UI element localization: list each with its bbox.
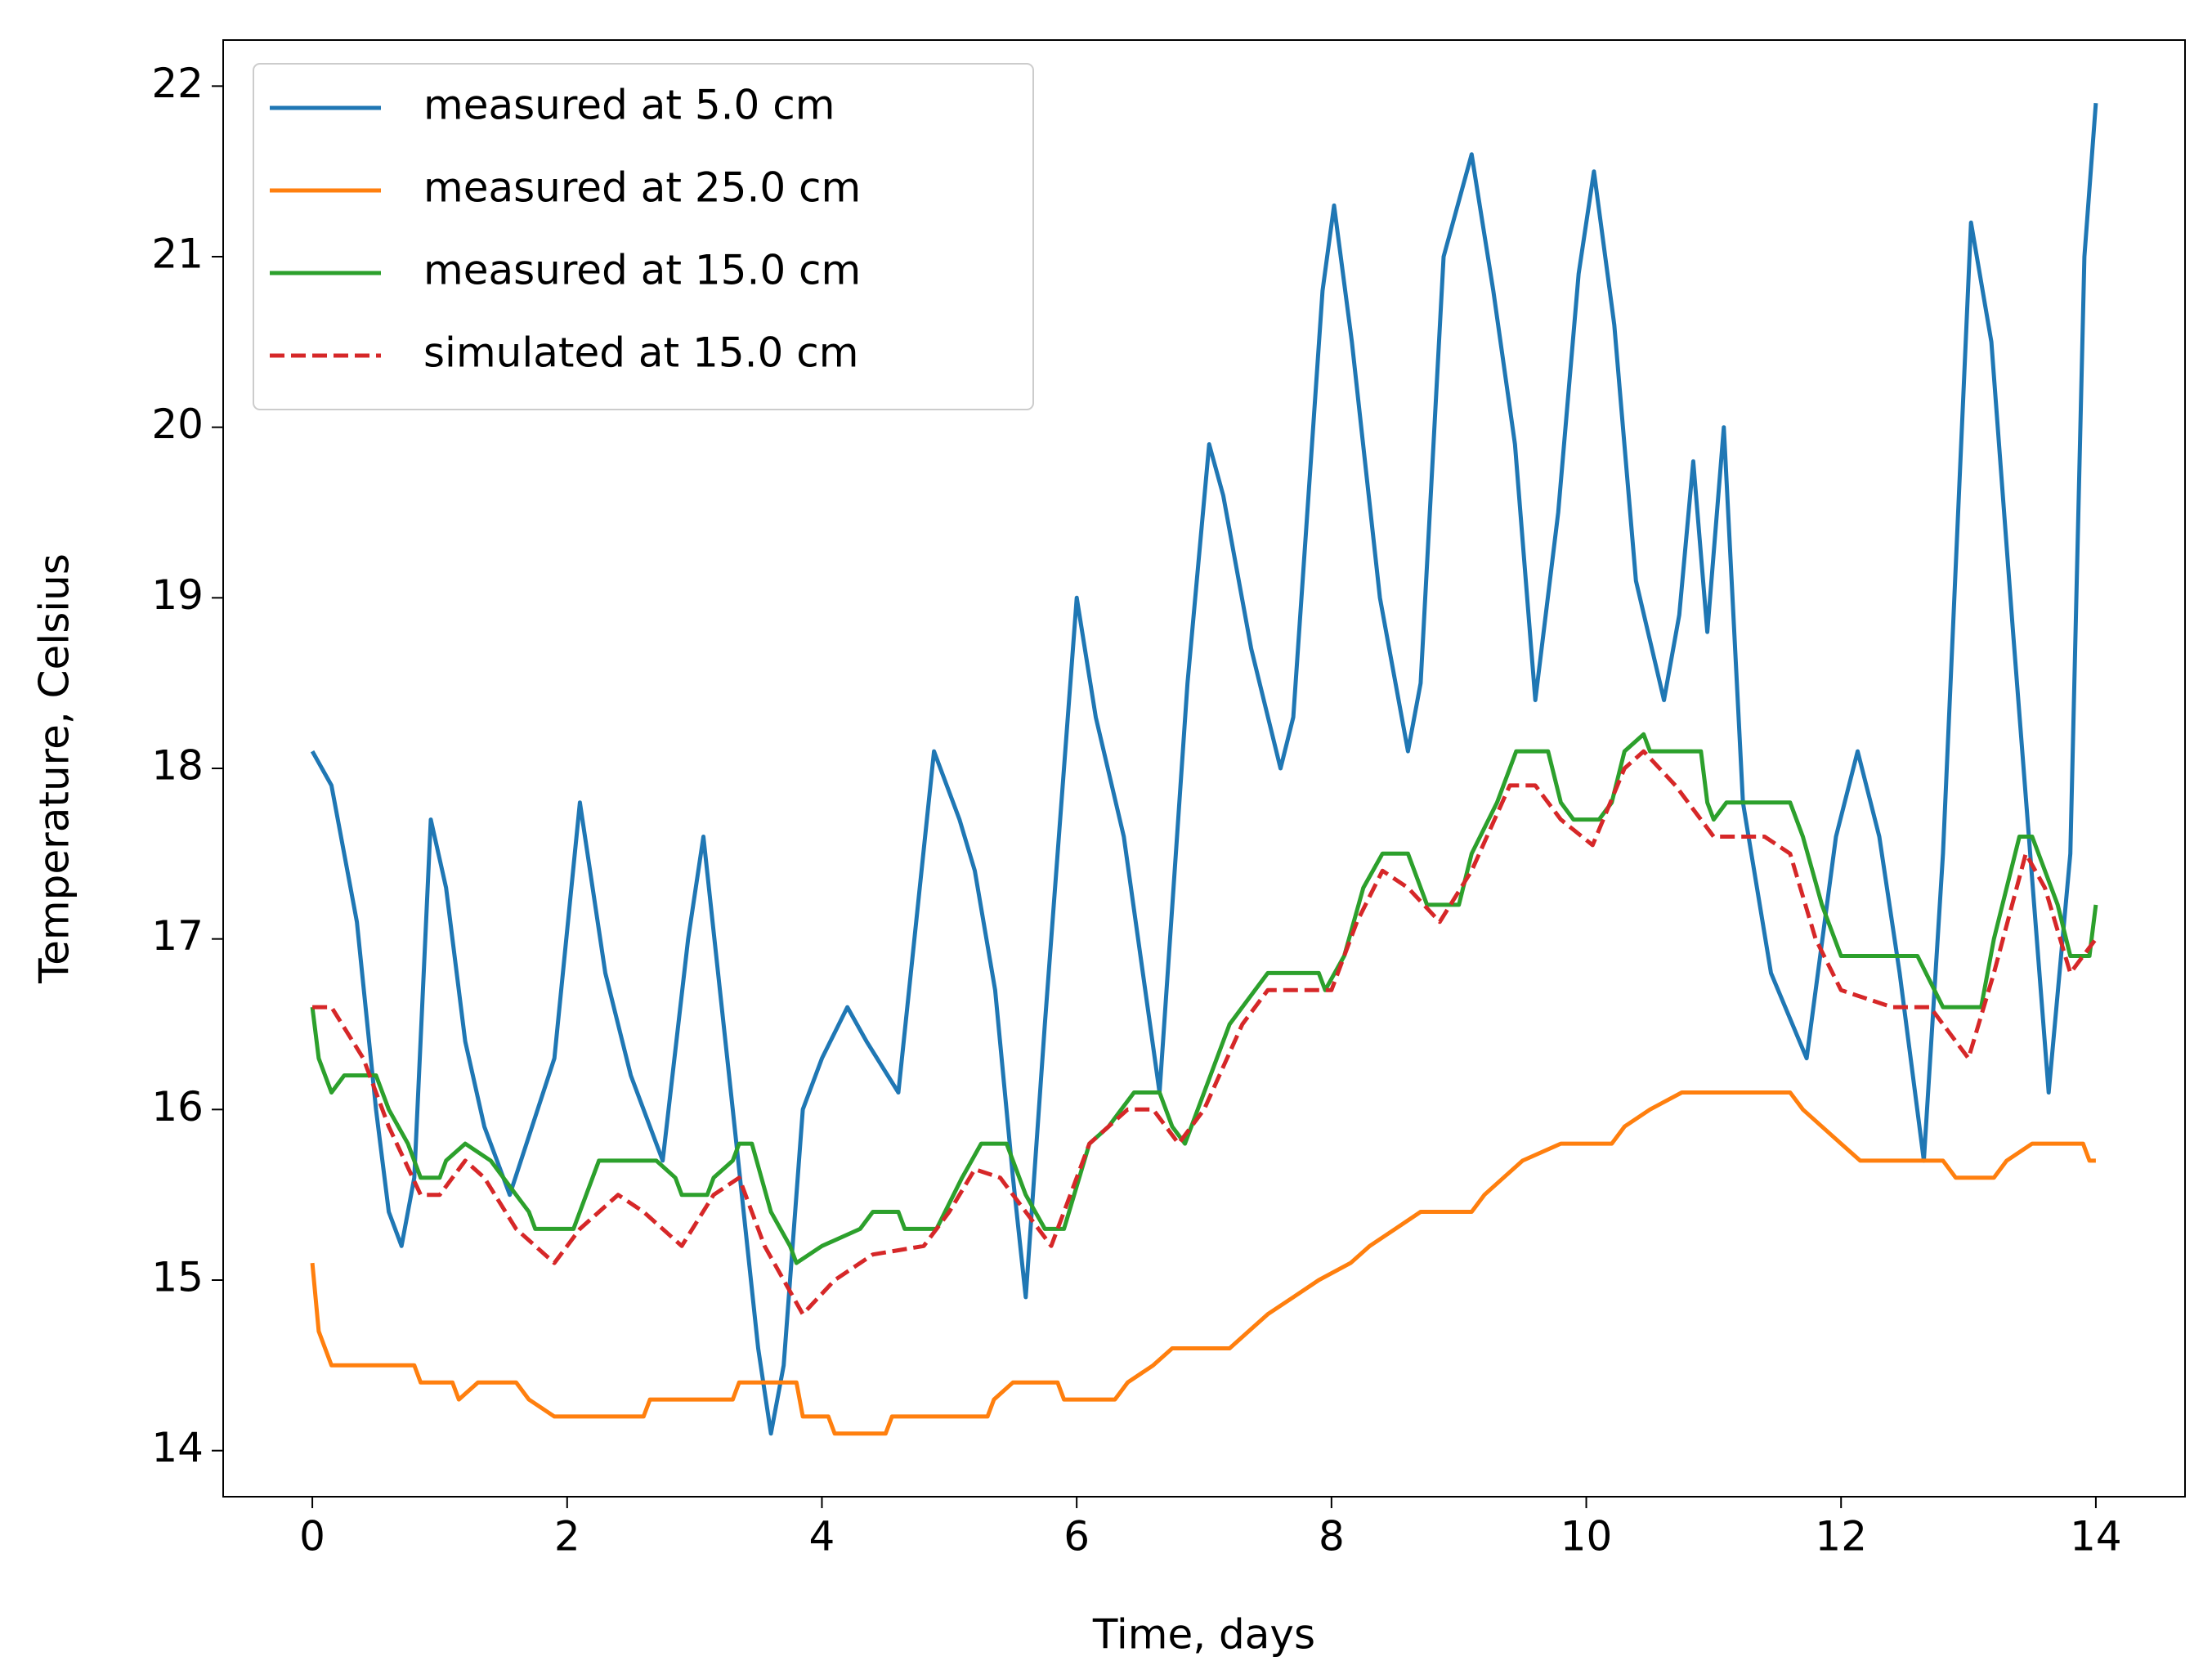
x-axis-label: Time, days	[1092, 1611, 1315, 1659]
legend-label: simulated at 15.0 cm	[423, 329, 858, 377]
y-tick-label: 19	[151, 571, 204, 619]
y-tick-label: 14	[151, 1424, 204, 1471]
x-tick-label: 2	[554, 1513, 580, 1560]
y-tick-label: 20	[151, 401, 204, 448]
legend-label: measured at 5.0 cm	[423, 82, 835, 129]
y-tick-label: 22	[151, 60, 204, 107]
plot-frame	[222, 39, 2186, 1498]
line-series	[310, 1090, 2096, 1436]
y-tick-label: 15	[151, 1253, 204, 1301]
legend-box	[253, 63, 1034, 410]
line-series	[312, 749, 2098, 1317]
y-tick-label: 18	[151, 742, 204, 790]
x-tick-label: 6	[1063, 1513, 1090, 1560]
legend-label: measured at 15.0 cm	[423, 247, 861, 294]
x-tick-label: 12	[1815, 1513, 1867, 1560]
y-tick-label: 17	[151, 912, 204, 960]
y-axis-label: Temperature, Celsius	[31, 553, 78, 984]
x-tick-label: 14	[2070, 1513, 2122, 1560]
x-tick-label: 4	[809, 1513, 835, 1560]
line-series	[310, 732, 2098, 1265]
y-tick-label: 16	[151, 1083, 204, 1130]
x-tick-label: 10	[1560, 1513, 1613, 1560]
y-tick-label: 21	[151, 231, 204, 278]
legend-label: measured at 25.0 cm	[423, 164, 861, 212]
x-tick-label: 0	[299, 1513, 325, 1560]
x-tick-label: 8	[1319, 1513, 1345, 1560]
line-series	[310, 103, 2098, 1436]
